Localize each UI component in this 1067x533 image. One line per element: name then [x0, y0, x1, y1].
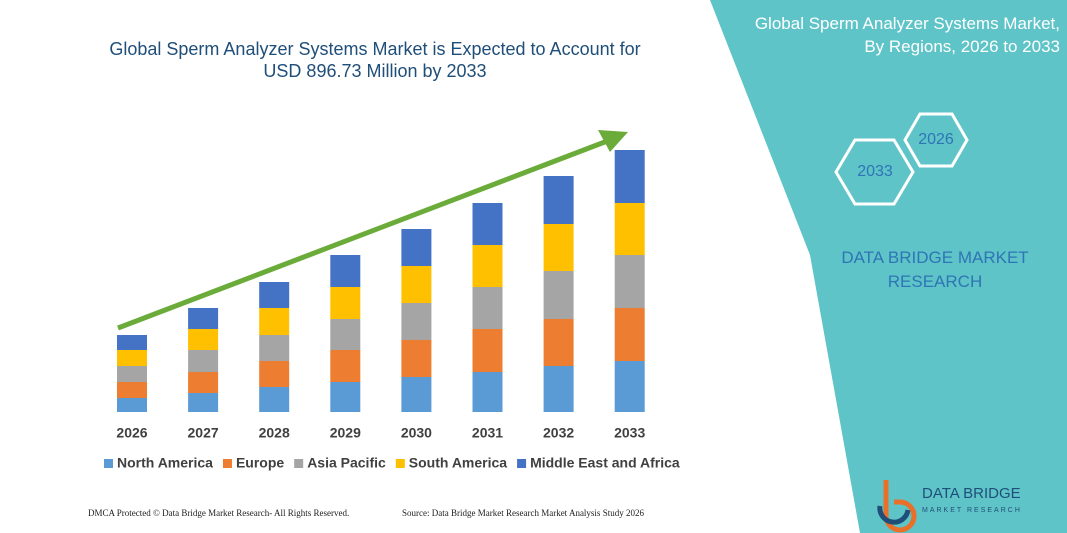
bar-segment: [401, 229, 432, 266]
bar-segment: [543, 366, 574, 412]
bar-segment: [188, 372, 219, 393]
bar-segment: [259, 387, 290, 412]
logo: DATA BRIDGE MARKET RESEARCH: [877, 480, 1022, 533]
legend-label: North America: [117, 455, 213, 471]
bar-segment: [472, 329, 503, 372]
x-tick-label: 2030: [401, 425, 432, 441]
bar-segment: [543, 271, 574, 319]
trend-arrow-head: [598, 130, 628, 152]
hexagon: [834, 138, 915, 206]
bar-segment: [117, 382, 147, 398]
bar-segment: [614, 255, 645, 308]
bar-segment: [543, 176, 574, 224]
x-tick-label: 2032: [543, 425, 574, 441]
x-tick-label: 2029: [330, 425, 361, 441]
bar-segment: [401, 340, 432, 377]
x-tick-label: 2028: [259, 425, 290, 441]
bar-segment: [614, 203, 645, 255]
brand-text: DATA BRIDGE MARKET RESEARCH: [841, 248, 1029, 291]
bar-segment: [117, 335, 147, 350]
bar-segment: [330, 319, 361, 350]
bar-segment: [188, 308, 219, 329]
footer-text: Source: Data Bridge Market Research Mark…: [402, 508, 644, 518]
legend-swatch: [294, 459, 304, 468]
bar-segment: [543, 319, 574, 366]
legend-label: South America: [409, 455, 507, 471]
hex-label: 2033: [857, 163, 893, 180]
bar-segment: [614, 150, 645, 203]
bar-segment: [330, 255, 361, 287]
bar-segment: [614, 308, 645, 361]
bar-segment: [259, 308, 290, 335]
bar-segment: [401, 266, 432, 303]
legend-label: Asia Pacific: [307, 455, 386, 471]
bar-segment: [188, 393, 219, 412]
legend-label: Middle East and Africa: [530, 455, 680, 471]
footer-text: DMCA Protected © Data Bridge Market Rese…: [88, 508, 349, 518]
trend-arrow: [117, 137, 611, 331]
bar-segment: [259, 361, 290, 387]
bar-segment: [117, 350, 147, 366]
x-tick-label: 2031: [472, 425, 503, 441]
bar-segment: [543, 224, 574, 271]
hex-label: 2026: [918, 131, 954, 148]
logo-text: MARKET RESEARCH: [922, 507, 1022, 514]
logo-mark: [877, 505, 911, 525]
bar-segment: [188, 329, 219, 350]
bar-segment: [472, 372, 503, 412]
bar-segment: [472, 245, 503, 287]
bar-segment: [330, 382, 361, 412]
logo-text: DATA BRIDGE: [922, 485, 1021, 502]
legend-swatch: [517, 459, 527, 468]
legend-swatch: [104, 459, 113, 468]
bar-segment: [330, 287, 361, 319]
legend-label: Europe: [236, 455, 284, 471]
side-panel: [710, 0, 1067, 533]
bar-segment: [330, 350, 361, 382]
bar-segment: [117, 366, 147, 382]
legend-swatch: [395, 459, 405, 468]
legend-swatch: [222, 459, 232, 468]
bar-segment: [472, 203, 503, 245]
bar-segment: [401, 303, 432, 340]
x-tick-label: 2033: [614, 425, 645, 441]
bar-segment: [259, 335, 290, 361]
bar-segment: [614, 361, 645, 412]
bar-segment: [401, 377, 432, 412]
chart-title: Global Sperm Analyzer Systems Market is …: [109, 39, 641, 81]
bar-segment: [117, 398, 147, 412]
hexagon: [903, 112, 969, 168]
panel-title: Global Sperm Analyzer Systems Market, By…: [754, 14, 1060, 56]
bar-segment: [188, 350, 219, 372]
bar-segment: [472, 287, 503, 329]
bar-segment: [259, 282, 290, 308]
x-tick-label: 2027: [188, 425, 219, 441]
x-tick-label: 2026: [116, 425, 147, 441]
